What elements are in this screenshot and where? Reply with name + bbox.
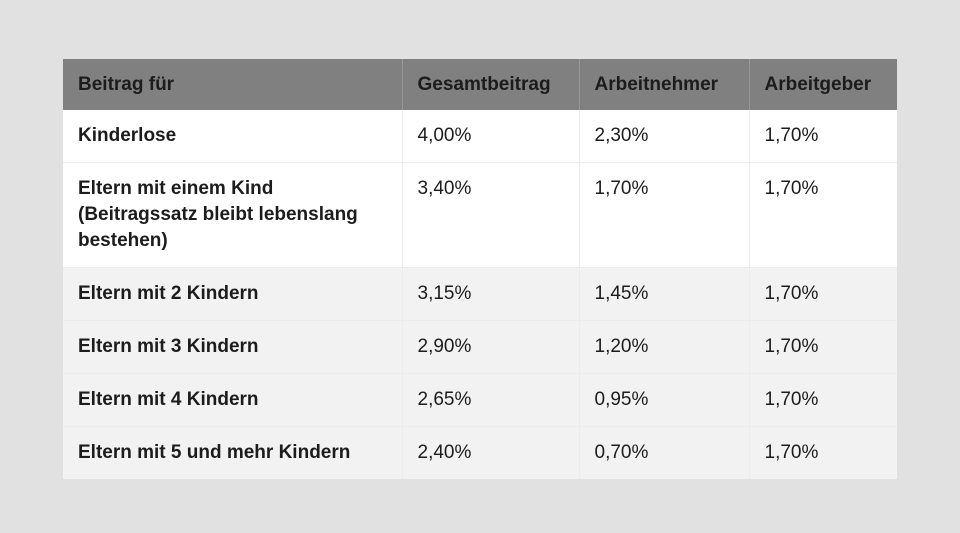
header-arbeitgeber: Arbeitgeber bbox=[749, 59, 897, 110]
cell-gesamtbeitrag: 4,00% bbox=[402, 110, 580, 163]
table-row: Kinderlose 4,00% 2,30% 1,70% bbox=[63, 110, 897, 163]
table-header-row: Beitrag für Gesamtbeitrag Arbeitnehmer A… bbox=[63, 59, 897, 110]
row-label: Eltern mit 5 und mehr Kindern bbox=[63, 426, 403, 479]
row-label: Eltern mit 4 Kindern bbox=[63, 373, 403, 427]
cell-gesamtbeitrag: 3,40% bbox=[402, 162, 580, 268]
row-label: Eltern mit einem Kind (Beitragssatz blei… bbox=[63, 162, 403, 268]
row-label-line: Eltern mit einem Kind bbox=[78, 178, 274, 199]
cell-gesamtbeitrag: 2,65% bbox=[402, 373, 580, 427]
header-gesamtbeitrag: Gesamtbeitrag bbox=[402, 59, 580, 110]
table-row: Eltern mit einem Kind (Beitragssatz blei… bbox=[63, 162, 897, 268]
table-row: Eltern mit 5 und mehr Kindern 2,40% 0,70… bbox=[63, 426, 897, 479]
row-label: Eltern mit 3 Kindern bbox=[63, 320, 403, 374]
cell-arbeitgeber: 1,70% bbox=[749, 320, 897, 374]
cell-arbeitnehmer: 2,30% bbox=[579, 110, 750, 163]
cell-arbeitnehmer: 0,95% bbox=[579, 373, 750, 427]
table-row: Eltern mit 3 Kindern 2,90% 1,20% 1,70% bbox=[63, 320, 897, 374]
row-label: Kinderlose bbox=[63, 110, 403, 163]
cell-arbeitgeber: 1,70% bbox=[749, 267, 897, 321]
row-label-line: (Beitragssatz bleibt lebenslang bbox=[78, 204, 358, 225]
cell-gesamtbeitrag: 2,90% bbox=[402, 320, 580, 374]
header-arbeitnehmer: Arbeitnehmer bbox=[579, 59, 750, 110]
contribution-table: Beitrag für Gesamtbeitrag Arbeitnehmer A… bbox=[63, 59, 897, 479]
header-beitrag-fuer: Beitrag für bbox=[63, 59, 403, 110]
cell-arbeitgeber: 1,70% bbox=[749, 426, 897, 479]
cell-arbeitgeber: 1,70% bbox=[749, 162, 897, 268]
cell-arbeitnehmer: 1,70% bbox=[579, 162, 750, 268]
table-row: Eltern mit 2 Kindern 3,15% 1,45% 1,70% bbox=[63, 267, 897, 321]
cell-arbeitgeber: 1,70% bbox=[749, 110, 897, 163]
contribution-table-container: Beitrag für Gesamtbeitrag Arbeitnehmer A… bbox=[63, 59, 897, 479]
cell-arbeitgeber: 1,70% bbox=[749, 373, 897, 427]
cell-arbeitnehmer: 0,70% bbox=[579, 426, 750, 479]
row-label-line: bestehen) bbox=[78, 230, 168, 251]
cell-gesamtbeitrag: 3,15% bbox=[402, 267, 580, 321]
table-row: Eltern mit 4 Kindern 2,65% 0,95% 1,70% bbox=[63, 373, 897, 427]
cell-gesamtbeitrag: 2,40% bbox=[402, 426, 580, 479]
cell-arbeitnehmer: 1,45% bbox=[579, 267, 750, 321]
row-label: Eltern mit 2 Kindern bbox=[63, 267, 403, 321]
cell-arbeitnehmer: 1,20% bbox=[579, 320, 750, 374]
